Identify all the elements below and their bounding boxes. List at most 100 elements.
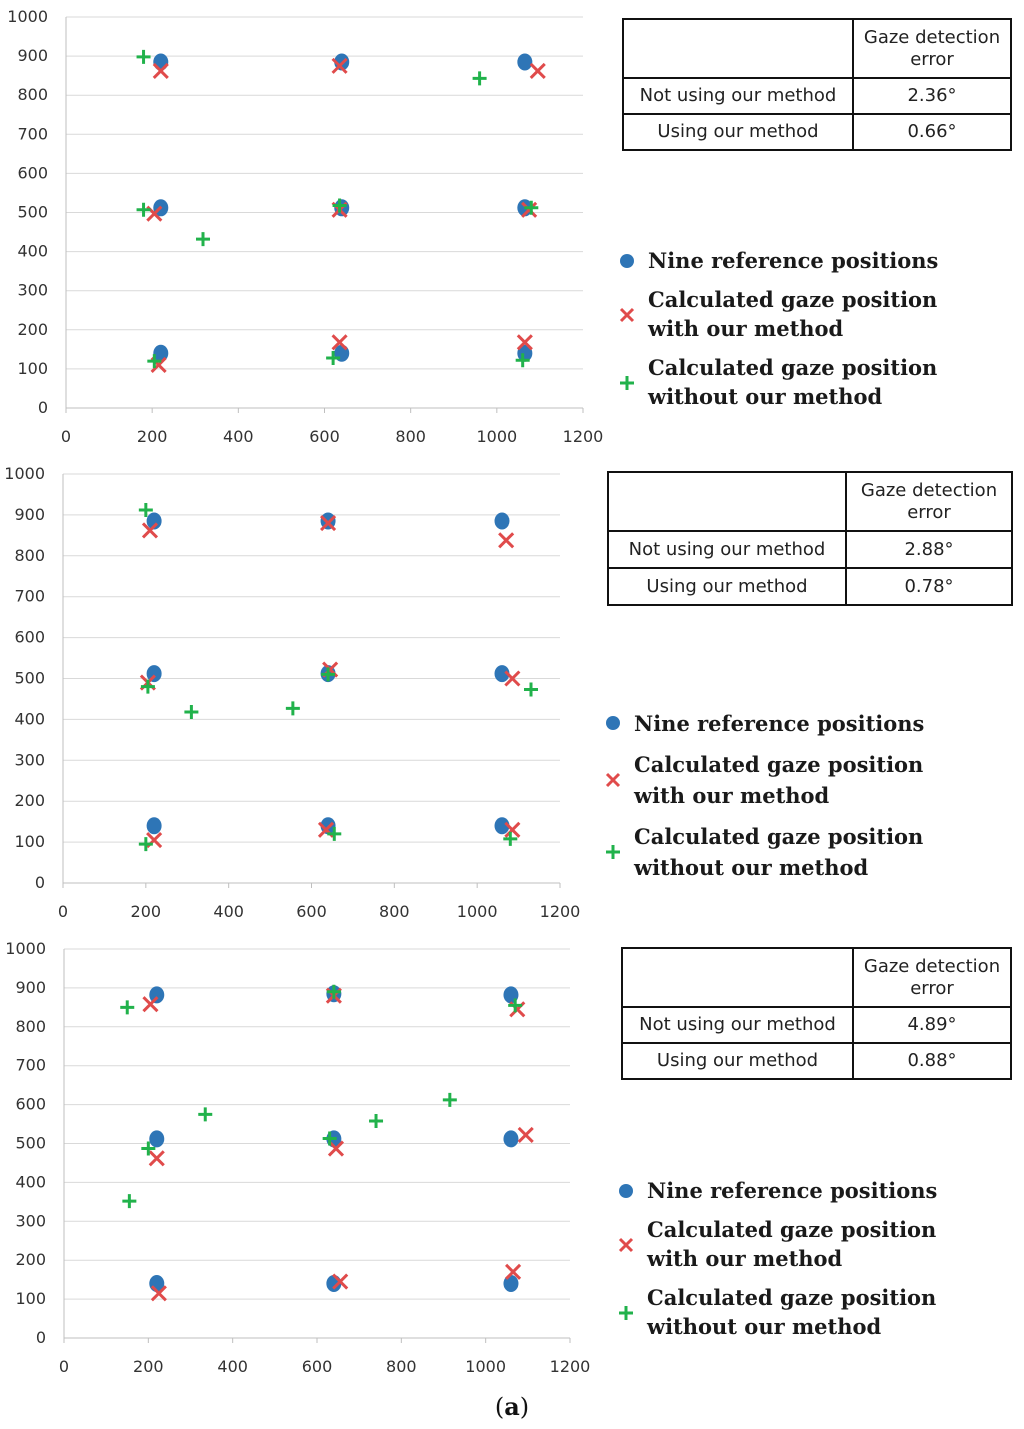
with-method-point xyxy=(150,1285,167,1302)
gaze-error-table-1: Gaze detection error Not using our metho… xyxy=(622,18,1012,151)
y-tick-label: 500 xyxy=(15,1134,46,1153)
x-tick-label: 400 xyxy=(223,427,254,446)
y-tick-label: 1000 xyxy=(5,939,46,958)
without-method-marker-icon xyxy=(619,1306,633,1320)
row-label-not-using: Not using our method xyxy=(622,77,854,115)
x-tick-label: 1000 xyxy=(457,902,498,921)
y-tick-label: 600 xyxy=(15,1095,46,1114)
y-tick-label: 700 xyxy=(15,1056,46,1075)
legend-item-with-method: Calculated gaze position with our method xyxy=(611,1215,947,1273)
row-label-not-using: Not using our method xyxy=(607,530,847,569)
y-tick-label: 200 xyxy=(17,320,48,339)
without-method-point xyxy=(326,984,341,999)
without-method-point xyxy=(136,202,151,217)
chart-panel-3: 0 100 200 300 400 500 600 700 800 900 1000 0 200 400 6… xyxy=(0,935,1024,1385)
legend-item-reference: Nine reference positions xyxy=(612,246,948,275)
without-method-point xyxy=(515,353,530,368)
y-tick-label: 1000 xyxy=(4,464,45,483)
y-tick-label: 600 xyxy=(14,628,45,647)
table-header-error: Gaze detection error xyxy=(852,947,1012,1008)
y-tick-label: 100 xyxy=(17,359,48,378)
with-method-point xyxy=(141,522,159,539)
y-tick-label: 800 xyxy=(17,85,48,104)
x-tick-label: 1200 xyxy=(563,427,604,446)
table-corner xyxy=(607,471,847,532)
without-method-point xyxy=(184,705,199,720)
without-method-point xyxy=(503,831,518,846)
y-tick-label: 100 xyxy=(15,1289,46,1308)
row-label-using: Using our method xyxy=(621,1042,854,1080)
without-method-point xyxy=(141,1141,156,1156)
with-method-marker-icon xyxy=(618,1237,634,1253)
reference-marker-icon xyxy=(619,1184,633,1198)
reference-point xyxy=(149,986,165,1004)
reference-point xyxy=(494,512,510,530)
x-tick-label: 600 xyxy=(302,1357,333,1376)
chart-panel-1: 0 100 200 300 400 500 600 700 800 900 1000 0 200 400 6… xyxy=(0,0,1024,450)
with-method-point xyxy=(498,532,515,549)
row-value-using: 0.66° xyxy=(852,113,1012,151)
without-method-point xyxy=(285,701,300,716)
without-method-point xyxy=(472,71,487,86)
y-tick-label: 700 xyxy=(14,587,45,606)
y-tick-label: 300 xyxy=(14,750,45,769)
row-value-not-using: 4.89° xyxy=(852,1006,1012,1044)
gaze-error-table-3: Gaze detection error Not using our metho… xyxy=(621,947,1012,1080)
with-method-point xyxy=(331,57,348,74)
legend-label-reference: Nine reference positions xyxy=(634,711,925,736)
y-tick-label: 0 xyxy=(38,398,48,417)
legend-label-without-method: Calculated gaze position without our met… xyxy=(647,1285,937,1339)
x-tick-label: 1200 xyxy=(540,902,581,921)
y-tick-label: 0 xyxy=(35,873,45,892)
x-tick-label: 600 xyxy=(296,902,327,921)
x-tick-label: 200 xyxy=(137,427,168,446)
without-method-point xyxy=(138,837,153,852)
x-tick-label: 400 xyxy=(217,1357,248,1376)
y-tick-label: 900 xyxy=(17,46,48,65)
without-method-point xyxy=(198,1107,213,1122)
with-method-point xyxy=(516,334,533,351)
y-tick-label: 800 xyxy=(15,1017,46,1036)
legend-1: Nine reference positions Calculated gaze… xyxy=(612,246,948,421)
without-method-point xyxy=(524,682,539,697)
legend-item-without-method: Calculated gaze position without our met… xyxy=(598,821,934,883)
with-method-point xyxy=(148,1150,165,1167)
with-method-point xyxy=(327,1140,345,1157)
y-tick-label: 900 xyxy=(15,978,46,997)
y-tick-label: 0 xyxy=(36,1328,46,1347)
without-method-point xyxy=(138,502,153,517)
reference-point xyxy=(503,1130,519,1148)
reference-point xyxy=(494,665,510,683)
with-method-point xyxy=(505,1263,522,1280)
reference-point xyxy=(146,665,162,683)
x-tick-label: 1000 xyxy=(465,1357,506,1376)
reference-marker-icon xyxy=(620,254,634,268)
legend-label-reference: Nine reference positions xyxy=(648,248,939,273)
reference-point xyxy=(153,53,169,71)
reference-point xyxy=(517,53,533,71)
reference-point xyxy=(146,817,162,835)
with-method-point xyxy=(331,334,348,351)
y-tick-label: 1000 xyxy=(7,7,48,26)
legend-item-reference: Nine reference positions xyxy=(611,1176,947,1205)
without-method-point xyxy=(120,1000,135,1015)
without-method-point xyxy=(196,232,211,247)
figure-caption: (a) xyxy=(494,1392,530,1421)
without-method-point xyxy=(327,826,342,841)
y-tick-label: 100 xyxy=(14,832,45,851)
legend-2: Nine reference positions Calculated gaze… xyxy=(598,708,934,893)
reference-point xyxy=(149,1130,165,1148)
without-method-point xyxy=(140,679,155,694)
without-method-point xyxy=(508,998,523,1013)
without-method-marker-icon xyxy=(606,845,620,859)
scatter-chart-3: 0 100 200 300 400 500 600 700 800 900 1000 0 200 400 6… xyxy=(5,939,590,1376)
with-method-point xyxy=(517,1126,534,1144)
y-tick-label: 300 xyxy=(15,1211,46,1230)
x-tick-label: 0 xyxy=(61,427,71,446)
with-method-point xyxy=(504,821,521,838)
legend-label-reference: Nine reference positions xyxy=(647,1178,938,1203)
y-tick-label: 300 xyxy=(17,281,48,300)
with-method-point xyxy=(521,201,538,218)
with-method-point xyxy=(320,515,337,532)
y-tick-label: 900 xyxy=(14,505,45,524)
